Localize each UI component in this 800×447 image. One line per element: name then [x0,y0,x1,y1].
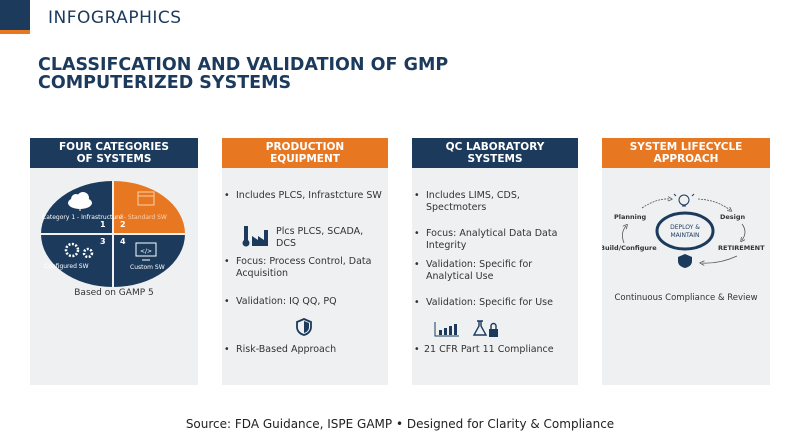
box-icon [137,191,155,206]
card-title-line1: SYSTEM LIFECYCLE [629,141,743,153]
center-label-line2: MAINTAIN [670,232,699,239]
cloud-upload-icon [68,192,92,211]
list-item: Validation: Specific for Use [412,297,562,309]
quadrant-2 [114,181,185,233]
quadrant-3-number: 3 [100,237,106,246]
card-title-line1: FOUR CATEGORIES [59,141,169,153]
code-monitor-icon: </> [135,242,157,261]
list-item: Focus: Analytical Data Data Integrity [412,228,562,252]
quadrant-4-label: Custom SW [130,264,165,271]
shield-icon [678,254,692,268]
list-item: Plcs PLCS, SCADA, DCS [276,226,364,249]
lifecycle-diagram: DEPLOY & MAINTAIN Planning Design Build/… [602,193,765,268]
cycle-ring [655,211,715,251]
quadrant-2-label: 3- Standard SW [120,214,167,221]
card-title-line2: EQUIPMENT [270,153,340,165]
quadrant-3-label: Configured SW [44,263,89,270]
lightbulb-icon [673,193,695,207]
bar-chart-icon [434,322,459,337]
quadrant-1-label: Category 1 - Infrastructure [42,214,122,221]
flask-lock-icon [472,320,498,337]
card-title-line2: OF SYSTEMS [76,153,152,165]
compliance-note: Continuous Compliance & Review [614,293,758,303]
list-item: Risk-Based Approach [222,344,386,356]
list-item: Validation: IQ QQ, PQ [222,296,386,308]
category-pie: Category 1 - Infrastructure 1 3- Standar… [41,181,185,287]
list-item: Validation: Specific for Analytical Use [412,259,562,283]
list-item: 21 CFR Part 11 Compliance [412,344,572,356]
brand-title: INFOGRAPHICS [48,8,182,28]
stage-planning: Planning [614,213,646,221]
quadrant-4-number: 4 [120,237,126,246]
card-title-line2: SYSTEMS [467,153,523,165]
brand-block [0,0,30,30]
stage-retirement: RETIREMENT [718,244,765,252]
brand-accent-strip [0,30,30,34]
card-header: QC LABORATORY SYSTEMS [412,138,578,168]
center-label-line1: DEPLOY & [670,224,700,231]
card-title-line2: APPROACH [653,153,719,165]
stage-design: Design [720,213,746,221]
card-header: SYSTEM LIFECYCLE APPROACH [602,138,770,168]
gears-icon [64,242,94,259]
stage-build-configure: Build/Configure [602,244,657,252]
page-title: CLASSIFCATION AND VALIDATION OF GMP COMP… [38,56,448,92]
card-four-categories: FOUR CATEGORIES OF SYSTEMS Category 1 - I… [30,138,198,385]
card-title-line1: QC LABORATORY [445,141,545,153]
card-header: PRODUCTION EQUIPMENT [222,138,388,168]
quadrant-1-number: 1 [100,220,106,229]
svg-text:</>: </> [140,248,152,255]
list-item: Includes LIMS, CDS, Spectmoters [412,190,562,214]
card-header: FOUR CATEGORIES OF SYSTEMS [30,138,198,168]
page-title-line2: COMPUTERIZED SYSTEMS [38,73,292,93]
factory-thermometer-icon [242,226,268,247]
card-system-lifecycle: SYSTEM LIFECYCLE APPROACH DEPLOY & MAINTA… [602,138,770,385]
list-item: Focus: Process Control, Data Acquisition [222,256,386,280]
shield-icon [296,318,312,336]
list-item: Includes PLCS, Infrastcture SW [222,190,386,202]
page-title-line1: CLASSIFCATION AND VALIDATION OF GMP [38,55,449,75]
card-title-line1: PRODUCTION [265,141,345,153]
footer-source: Source: FDA Guidance, ISPE GAMP • Design… [185,417,615,431]
quadrant-2-number: 2 [120,220,126,229]
gamp-note: Based on GAMP 5 [74,288,154,298]
